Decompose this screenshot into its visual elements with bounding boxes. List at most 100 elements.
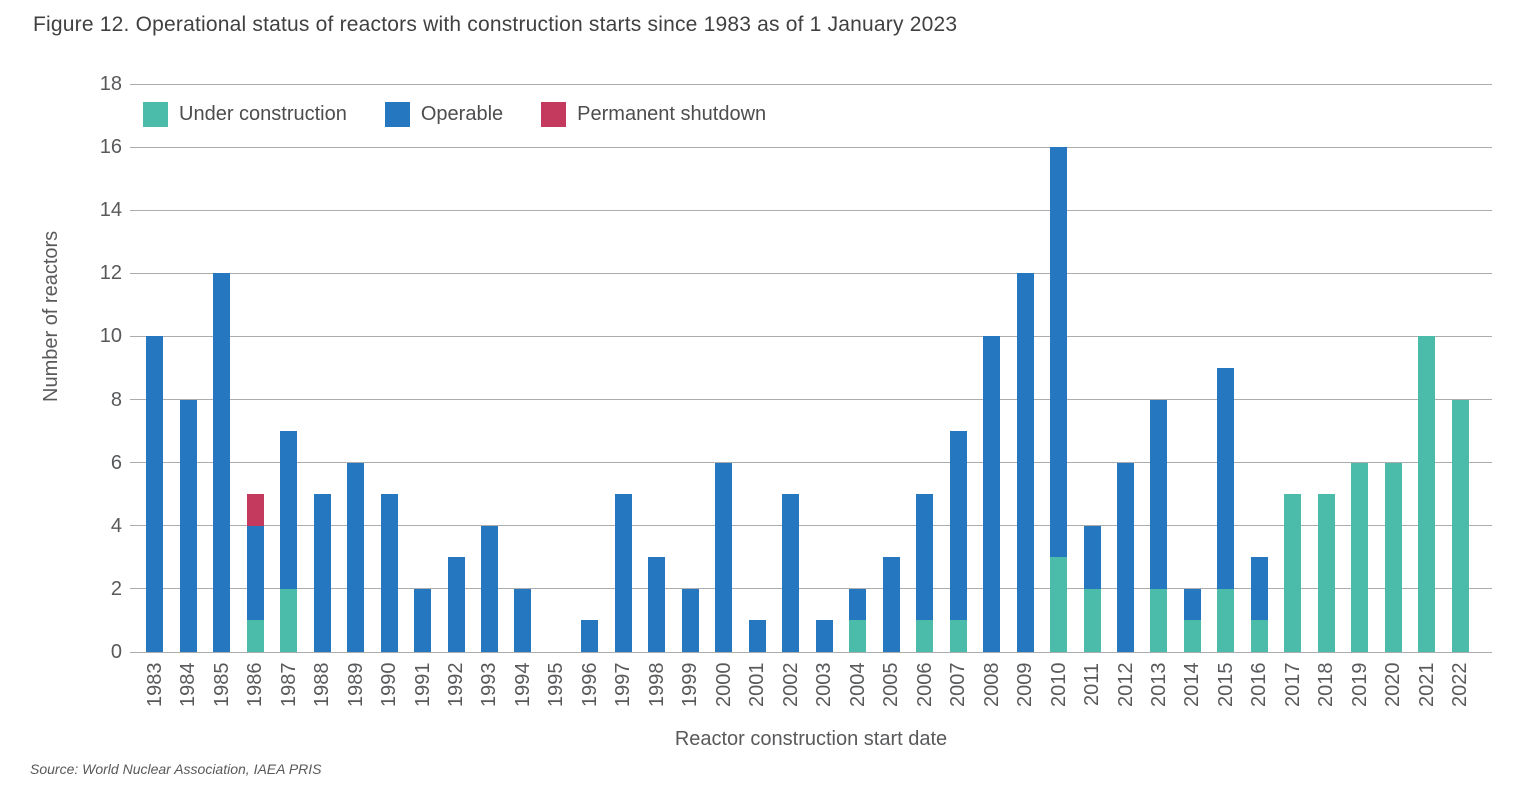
bar-segment-1986-operable	[246, 525, 264, 621]
bar-segment-2008-operable	[983, 336, 1001, 652]
x-axis-tick-label-1995: 1995	[545, 663, 568, 708]
bar-segment-1986-under-construction	[246, 620, 264, 652]
bar-1996	[581, 620, 599, 652]
bar-segment-1991-operable	[414, 588, 432, 652]
x-axis-tick-label-2001: 2001	[746, 663, 769, 708]
x-axis-tick-label-1996: 1996	[578, 663, 601, 708]
bar-segment-1988-operable	[313, 494, 331, 652]
x-axis-tick-label-1993: 1993	[478, 663, 501, 708]
bar-2018	[1317, 494, 1335, 652]
x-axis-tick-label-1997: 1997	[612, 663, 635, 708]
bar-segment-2013-operable	[1150, 399, 1168, 589]
x-axis-tick-label-1986: 1986	[244, 663, 267, 708]
bar-segment-2001-operable	[748, 620, 766, 652]
legend-label: Operable	[420, 103, 504, 125]
bar-2011	[1083, 525, 1101, 652]
bar-2020	[1384, 462, 1402, 652]
bar-2003	[815, 620, 833, 652]
gridline-y-14	[130, 209, 1492, 211]
bar-1988	[313, 494, 331, 652]
legend-item-operable: Operable	[384, 102, 504, 127]
bar-1985	[213, 273, 231, 652]
gridline-y-10	[130, 335, 1492, 337]
gridline-y-8	[130, 399, 1492, 401]
y-axis-tick-label: 16	[99, 136, 122, 159]
bar-segment-1992-operable	[447, 557, 465, 652]
y-axis-tick-label: 0	[110, 641, 122, 663]
bar-segment-1994-operable	[514, 588, 532, 652]
x-axis-tick-label-2007: 2007	[947, 663, 970, 708]
x-axis-tick-label-1988: 1988	[311, 663, 334, 708]
bar-2022	[1451, 399, 1469, 652]
y-axis-tick-label: 14	[99, 199, 122, 222]
bar-segment-1990-operable	[380, 494, 398, 652]
bar-2008	[983, 336, 1001, 652]
bar-segment-1997-operable	[614, 494, 632, 652]
bar-segment-2004-operable	[849, 588, 867, 621]
bar-segment-2018-under-construction	[1317, 494, 1335, 652]
y-axis-tick-label: 2	[110, 577, 122, 600]
bar-segment-2015-under-construction	[1217, 588, 1235, 652]
x-axis-tick-label-1987: 1987	[277, 663, 300, 708]
bar-2015	[1217, 368, 1235, 652]
bar-2021	[1418, 336, 1436, 652]
x-axis-tick-label-1984: 1984	[177, 663, 200, 708]
x-axis-tick-label-2022: 2022	[1449, 663, 1472, 708]
bar-segment-2015-operable	[1217, 368, 1235, 589]
bar-segment-2014-under-construction	[1183, 620, 1201, 652]
chart-legend: Under construction Operable Permanent shut…	[143, 102, 766, 127]
bar-segment-2020-under-construction	[1384, 462, 1402, 652]
bar-1994	[514, 588, 532, 652]
bar-2006	[916, 494, 934, 652]
bar-segment-2016-under-construction	[1250, 620, 1268, 652]
x-axis-tick-label-1998: 1998	[645, 663, 668, 708]
x-axis-tick-label-2000: 2000	[712, 663, 735, 708]
x-axis-tick-label-2019: 2019	[1348, 663, 1371, 708]
figure-title: Figure 12. Operational status of reactor…	[33, 13, 958, 36]
bar-2012	[1117, 462, 1134, 652]
bar-1989	[347, 462, 365, 652]
legend-swatch-permanent-shutdown	[541, 102, 567, 127]
x-axis-tick-label-2002: 2002	[779, 663, 802, 708]
x-axis-tick-label-2010: 2010	[1047, 663, 1070, 708]
gridline-y-2	[130, 588, 1492, 590]
bar-segment-2000-operable	[715, 462, 733, 652]
gridline-y-0	[130, 651, 1492, 653]
y-axis-title: Number of reactors	[40, 230, 62, 402]
bar-segment-1983-operable	[146, 336, 164, 652]
x-axis-tick-label-2006: 2006	[913, 663, 936, 708]
y-axis-tick-label: 12	[99, 262, 122, 285]
bar-segment-2007-under-construction	[949, 620, 967, 652]
x-axis-tick-label-2008: 2008	[980, 663, 1003, 708]
bar-1997	[614, 494, 632, 652]
bar-1986	[246, 494, 264, 652]
legend-item-permanent-shutdown: Permanent shutdown	[541, 102, 766, 127]
y-axis-tick-label: 10	[99, 325, 122, 348]
x-axis-tick-label-1990: 1990	[378, 663, 401, 708]
gridline-y-16	[130, 146, 1492, 148]
x-axis-title: Reactor construction start date	[674, 728, 948, 750]
x-axis-tick-label-2021: 2021	[1415, 663, 1438, 708]
bar-segment-1986-permanent-shutdown	[246, 494, 264, 526]
bar-segment-2005-operable	[882, 557, 900, 652]
bar-segment-1999-operable	[681, 588, 699, 652]
x-axis-tick-label-2004: 2004	[846, 663, 869, 708]
bar-1998	[648, 557, 666, 652]
legend-label: Permanent shutdown	[577, 103, 767, 125]
bar-segment-2006-under-construction	[916, 620, 934, 652]
x-axis-tick-label-2020: 2020	[1382, 663, 1405, 708]
x-axis-tick-label-2012: 2012	[1114, 663, 1137, 708]
bar-segment-2022-under-construction	[1451, 399, 1469, 652]
bar-segment-2011-operable	[1083, 525, 1101, 589]
bar-2002	[782, 494, 800, 652]
bar-2004	[849, 588, 867, 652]
bar-segment-2004-under-construction	[849, 620, 867, 652]
bar-segment-1987-operable	[280, 431, 298, 589]
gridline-y-6	[130, 462, 1492, 464]
legend-item-under-construction: Under construction	[143, 102, 347, 127]
bar-1999	[681, 588, 699, 652]
x-axis-tick-label-2003: 2003	[813, 663, 836, 708]
bar-segment-2002-operable	[782, 494, 800, 652]
